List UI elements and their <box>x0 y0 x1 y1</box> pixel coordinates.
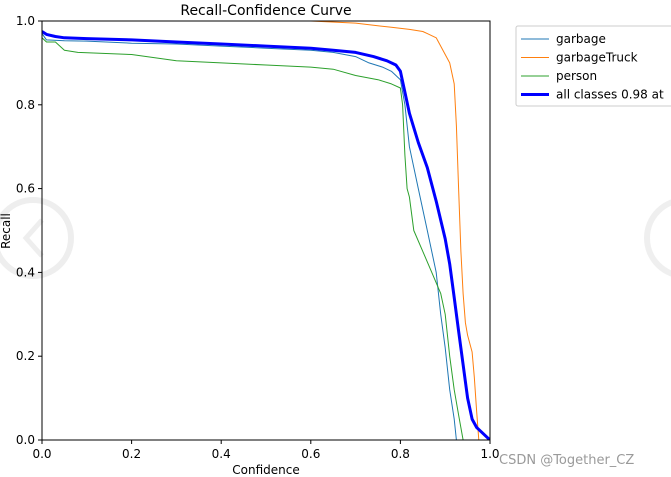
y-tick-label: 0.0 <box>16 433 35 447</box>
legend-label-2: person <box>556 69 597 83</box>
x-tick-label: 1.0 <box>480 447 499 461</box>
series-line-0 <box>42 33 457 440</box>
x-tick-label: 0.8 <box>391 447 410 461</box>
plot-frame <box>41 20 491 441</box>
x-tick-label: 0.2 <box>122 447 141 461</box>
x-tick-label: 0.0 <box>32 447 51 461</box>
y-tick-label: 1.0 <box>16 14 35 28</box>
y-tick-label: 0.6 <box>16 182 35 196</box>
legend-label-1: garbageTruck <box>556 51 638 65</box>
series-line-1 <box>42 21 480 440</box>
legend-label-3: all classes 0.98 at <box>556 88 664 102</box>
watermark-text: CSDN @Together_CZ <box>499 453 634 468</box>
y-tick-label: 0.4 <box>16 265 35 279</box>
x-tick-label: 0.6 <box>301 447 320 461</box>
y-axis: 0.0 0.2 0.4 0.6 0.8 1.0 <box>16 14 42 447</box>
legend: garbage garbageTruck person all classes 0.9… <box>515 25 671 107</box>
chart-title: Recall-Confidence Curve <box>180 3 351 19</box>
x-axis: 0.0 0.2 0.4 0.6 0.8 1.0 <box>32 440 500 461</box>
series-line-3 <box>42 30 490 440</box>
series-layer <box>42 21 490 440</box>
y-tick-label: 0.8 <box>16 98 35 112</box>
y-tick-label: 0.2 <box>16 349 35 363</box>
carousel-prev-icon[interactable] <box>0 197 74 279</box>
x-axis-label: Confidence <box>232 463 299 477</box>
legend-label-0: garbage <box>556 32 606 46</box>
x-tick-label: 0.4 <box>212 447 231 461</box>
legend-box <box>515 25 671 107</box>
series-line-2 <box>42 37 464 440</box>
y-axis-label: Recall <box>0 213 13 249</box>
carousel-next-icon[interactable] <box>644 199 671 277</box>
